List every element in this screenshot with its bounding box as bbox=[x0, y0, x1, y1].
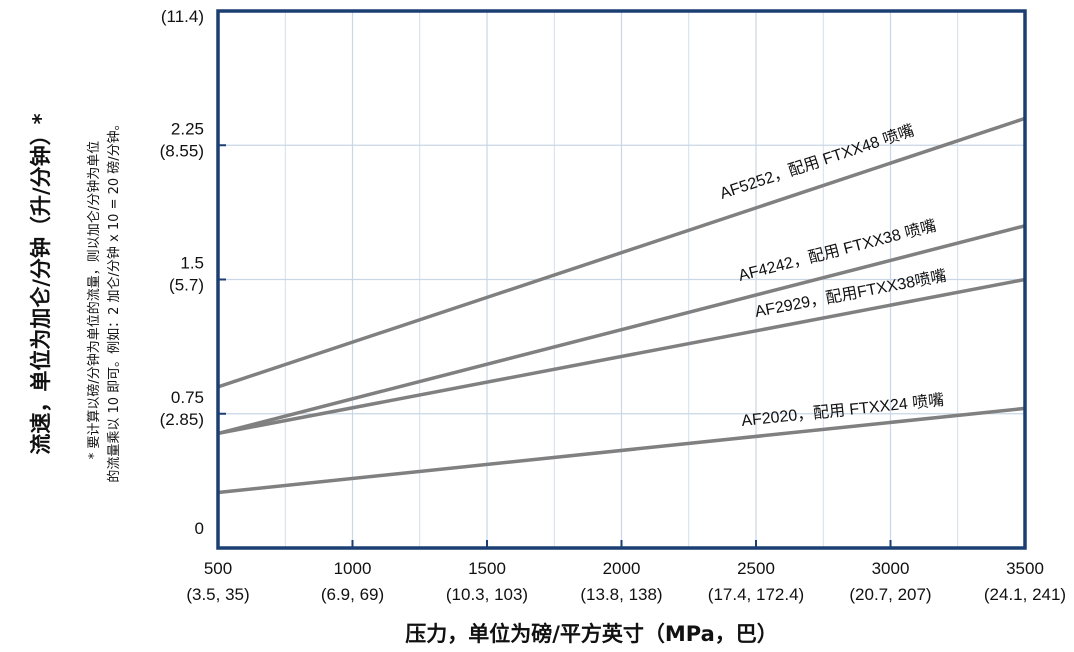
y-tick-sublabel: (11.4) bbox=[161, 7, 204, 26]
grid-lines bbox=[218, 11, 1025, 548]
x-tick-sublabel: (24.1, 241) bbox=[984, 585, 1066, 604]
x-tick-sublabel: (3.5, 35) bbox=[186, 585, 249, 604]
y-axis-ticks: 0 0.75 (2.85) 1.5 (5.7) 2.25 (8.55) 3.0 (11.4) bbox=[160, 0, 226, 549]
y-axis-title: 流速，单位为加仑/分钟（升/分钟）* bbox=[29, 113, 53, 454]
x-tick-sublabel: (20.7, 207) bbox=[849, 585, 931, 604]
x-tick-label: 3500 bbox=[1006, 559, 1044, 578]
series-label: AF2020，配用 FTXX24 喷嘴 bbox=[741, 391, 945, 430]
x-tick-sublabel: (6.9, 69) bbox=[321, 585, 384, 604]
series-line bbox=[217, 277, 1026, 436]
x-tick-label: 1000 bbox=[334, 559, 372, 578]
y-tick-label: 1.5 bbox=[180, 254, 204, 273]
y-tick-label: 3.0 bbox=[180, 0, 204, 4]
series-line bbox=[217, 116, 1026, 389]
series-line bbox=[217, 406, 1026, 495]
series-lines bbox=[217, 116, 1026, 495]
x-axis-title: 压力，单位为磅/平方英寸（MPa，巴） bbox=[405, 622, 778, 646]
x-axis-ticks: 500 (3.5, 35) 1000 (6.9, 69) 1500 (10.3, 103)… bbox=[186, 540, 1066, 604]
y-tick-sublabel: (5.7) bbox=[169, 276, 204, 295]
x-tick-label: 1500 bbox=[468, 559, 506, 578]
y-tick-label: 0 bbox=[195, 519, 204, 538]
x-tick-label: 3000 bbox=[872, 559, 910, 578]
y-tick-sublabel: (2.85) bbox=[160, 410, 204, 429]
x-tick-sublabel: (13.8, 138) bbox=[580, 585, 662, 604]
y-tick-label: 0.75 bbox=[171, 388, 204, 407]
y-tick-label: 2.25 bbox=[171, 119, 204, 138]
x-tick-label: 500 bbox=[204, 559, 232, 578]
x-tick-label: 2500 bbox=[737, 559, 775, 578]
series-line bbox=[217, 224, 1026, 436]
footnote-line-2: 的流量乘以 10 即可。例如：2 加仑/分钟 x 10 = 20 磅/分钟。 bbox=[106, 117, 122, 482]
x-tick-label: 2000 bbox=[603, 559, 641, 578]
footnote-line-1: * 要计算以磅/分钟为单位的流量，则以加仑/分钟为单位 bbox=[86, 141, 102, 459]
x-tick-sublabel: (17.4, 172.4) bbox=[708, 585, 804, 604]
y-tick-sublabel: (8.55) bbox=[160, 141, 204, 160]
x-tick-sublabel: (10.3, 103) bbox=[446, 585, 528, 604]
series-label: AF5252，配用 FTXX48 喷嘴 bbox=[718, 121, 917, 202]
